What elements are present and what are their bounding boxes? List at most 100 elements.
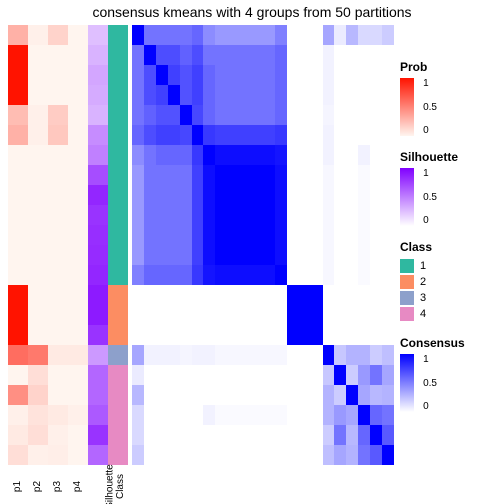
- annot-cell: [88, 205, 108, 225]
- annot-cell: [88, 45, 108, 65]
- heatmap-row: [132, 385, 394, 405]
- heatmap-row: [132, 65, 394, 85]
- annot-cell: [68, 245, 88, 265]
- heatmap-row: [132, 325, 394, 345]
- heatmap-cell: [275, 325, 287, 345]
- heatmap-cell: [287, 105, 299, 125]
- annot-cell: [108, 305, 128, 325]
- heatmap-cell: [227, 205, 239, 225]
- heatmap-cell: [323, 325, 335, 345]
- heatmap-cell: [287, 245, 299, 265]
- legend-class: Class 1234: [400, 240, 500, 322]
- heatmap-cell: [156, 125, 168, 145]
- heatmap-cell: [239, 225, 251, 245]
- heatmap-cell: [251, 125, 263, 145]
- heatmap-row: [132, 225, 394, 245]
- heatmap-cell: [311, 285, 323, 305]
- heatmap-cell: [323, 265, 335, 285]
- heatmap-cell: [323, 405, 335, 425]
- heatmap-cell: [370, 65, 382, 85]
- heatmap-cell: [370, 85, 382, 105]
- heatmap-cell: [263, 305, 275, 325]
- heatmap-cell: [156, 185, 168, 205]
- heatmap-cell: [251, 325, 263, 345]
- heatmap-cell: [275, 405, 287, 425]
- heatmap-cell: [227, 325, 239, 345]
- heatmap-cell: [144, 405, 156, 425]
- tick-label: 0.5: [423, 102, 437, 113]
- annot-cell: [108, 85, 128, 105]
- heatmap-cell: [203, 345, 215, 365]
- heatmap-cell: [382, 125, 394, 145]
- heatmap-cell: [287, 405, 299, 425]
- heatmap-cell: [287, 225, 299, 245]
- heatmap-cell: [132, 205, 144, 225]
- annot-cell: [48, 245, 68, 265]
- heatmap-cell: [203, 145, 215, 165]
- consensus-heatmap: [132, 25, 394, 465]
- legend-sil-ticks: 1 0.5 0: [423, 168, 437, 226]
- heatmap-cell: [132, 385, 144, 405]
- annot-cell: [8, 445, 28, 465]
- heatmap-cell: [370, 445, 382, 465]
- heatmap-cell: [215, 125, 227, 145]
- legend-class-label: 1: [420, 260, 426, 272]
- heatmap-cell: [382, 205, 394, 225]
- heatmap-cell: [144, 345, 156, 365]
- annot-col-p4: [68, 25, 88, 465]
- heatmap-cell: [382, 325, 394, 345]
- heatmap-cell: [263, 285, 275, 305]
- heatmap-cell: [132, 445, 144, 465]
- heatmap-cell: [203, 245, 215, 265]
- annot-cell: [8, 205, 28, 225]
- heatmap-cell: [168, 45, 180, 65]
- heatmap-cell: [251, 165, 263, 185]
- annot-cell: [8, 25, 28, 45]
- heatmap-cell: [180, 145, 192, 165]
- legend-region: Prob 1 0.5 0 Silhouette 1 0.5 0 Class 12…: [400, 60, 500, 426]
- heatmap-cell: [251, 65, 263, 85]
- heatmap-cell: [323, 385, 335, 405]
- heatmap-cell: [215, 365, 227, 385]
- heatmap-cell: [299, 25, 311, 45]
- heatmap-cell: [215, 165, 227, 185]
- heatmap-cell: [358, 85, 370, 105]
- annot-cell: [48, 445, 68, 465]
- heatmap-cell: [180, 305, 192, 325]
- heatmap-cell: [299, 65, 311, 85]
- annot-cell: [48, 345, 68, 365]
- annot-cell: [48, 65, 68, 85]
- heatmap-cell: [132, 285, 144, 305]
- heatmap-cell: [156, 385, 168, 405]
- heatmap-cell: [132, 125, 144, 145]
- swatch-icon: [400, 275, 414, 289]
- legend-class-item: 3: [400, 290, 500, 306]
- heatmap-cell: [203, 305, 215, 325]
- heatmap-cell: [215, 65, 227, 85]
- annot-cell: [88, 325, 108, 345]
- heatmap-cell: [180, 125, 192, 145]
- heatmap-cell: [144, 25, 156, 45]
- annot-cell: [108, 105, 128, 125]
- heatmap-cell: [346, 145, 358, 165]
- annot-cell: [28, 365, 48, 385]
- annot-cell: [8, 265, 28, 285]
- heatmap-cell: [275, 105, 287, 125]
- heatmap-cell: [382, 405, 394, 425]
- annot-cell: [68, 165, 88, 185]
- annot-cell: [88, 105, 108, 125]
- annot-cell: [28, 45, 48, 65]
- heatmap-cell: [144, 145, 156, 165]
- heatmap-cell: [180, 285, 192, 305]
- heatmap-cell: [156, 285, 168, 305]
- heatmap-cell: [263, 345, 275, 365]
- annot-cell: [68, 125, 88, 145]
- heatmap-cell: [168, 265, 180, 285]
- heatmap-cell: [215, 245, 227, 265]
- heatmap-cell: [227, 445, 239, 465]
- heatmap-cell: [263, 205, 275, 225]
- heatmap-cell: [358, 405, 370, 425]
- heatmap-cell: [168, 305, 180, 325]
- heatmap-cell: [156, 45, 168, 65]
- annot-cell: [88, 65, 108, 85]
